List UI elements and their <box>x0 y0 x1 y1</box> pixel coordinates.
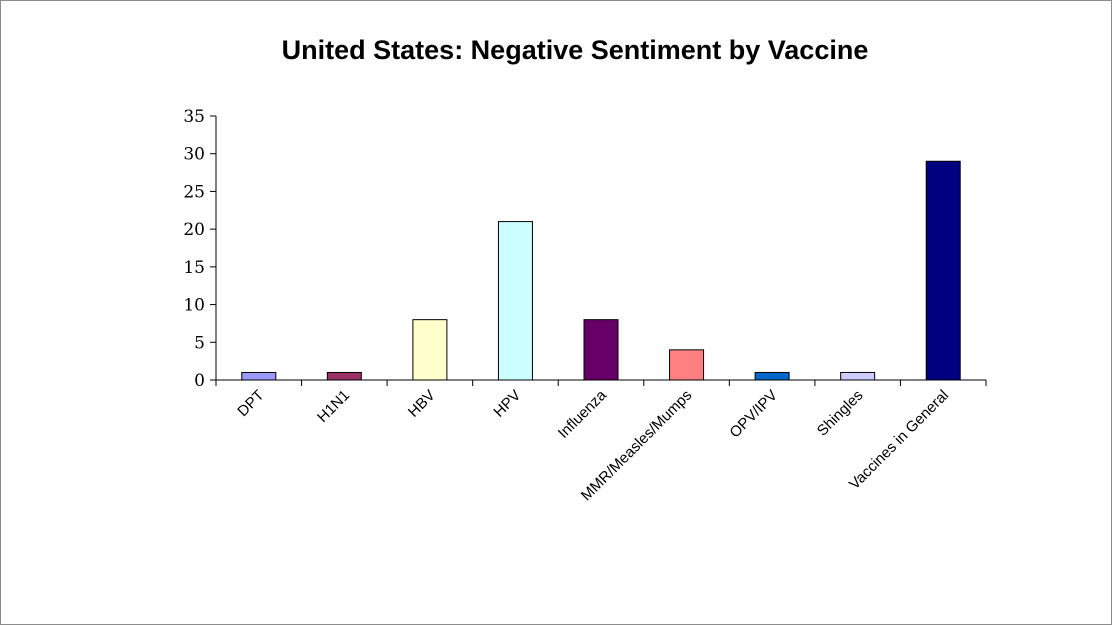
x-tick-label: OPV/IPV <box>726 387 780 441</box>
y-tick-label: 5 <box>194 333 205 353</box>
y-tick-label: 20 <box>183 220 205 240</box>
bar-h1n1 <box>326 371 362 381</box>
y-axis-ticks: 0 5 10 15 20 25 30 35 <box>183 107 216 391</box>
x-tick-label: Influenza <box>555 386 611 442</box>
y-tick-label: 30 <box>183 145 205 165</box>
x-tick-label: H1N1 <box>314 387 353 426</box>
x-tick-label: Shingles <box>814 387 867 440</box>
bar-opv-ipv <box>754 371 790 381</box>
bar-vaccines-in-general <box>925 160 961 381</box>
y-tick-label: 15 <box>183 258 205 278</box>
y-tick-label: 25 <box>183 182 205 202</box>
chart-title: United States: Negative Sentiment by Vac… <box>281 35 869 65</box>
y-tick-label: 35 <box>183 107 205 127</box>
bar-shingles <box>840 371 876 381</box>
y-tick-label: 10 <box>183 296 205 316</box>
bar-hpv <box>497 221 533 381</box>
x-tick-label: DPT <box>234 387 267 420</box>
bar-mmr-measles-mumps <box>669 349 705 381</box>
x-tick-label: HPV <box>490 387 524 421</box>
bar-hbv <box>412 319 448 381</box>
bar-dpt <box>241 371 277 381</box>
bars <box>241 160 961 381</box>
y-tick-label: 0 <box>194 371 205 391</box>
bar-influenza <box>583 319 619 381</box>
x-tick-label: HBV <box>405 387 439 421</box>
